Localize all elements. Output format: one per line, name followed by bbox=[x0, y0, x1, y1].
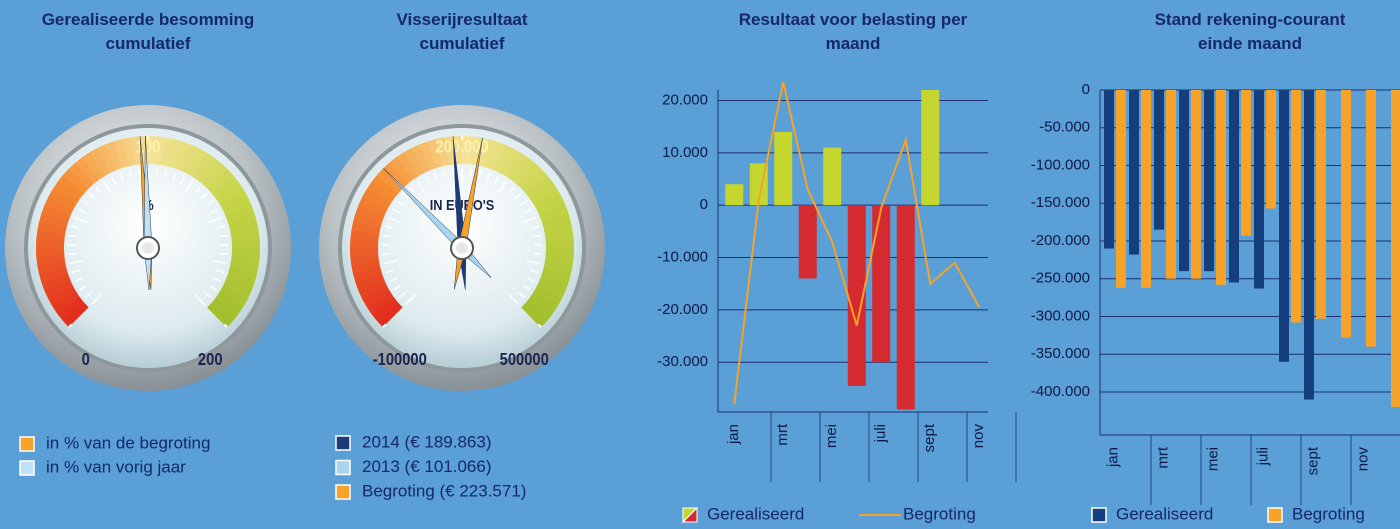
y-tick-label: 0 bbox=[1082, 81, 1090, 98]
legend-swatch bbox=[336, 485, 350, 499]
gauge-scale-mark bbox=[139, 169, 140, 177]
x-tick-label: jan bbox=[725, 424, 742, 445]
legend-label: Begroting bbox=[903, 504, 976, 523]
bar bbox=[1166, 90, 1176, 279]
legend-label: Begroting (€ 223.571) bbox=[362, 481, 526, 500]
y-tick-label: -20.000 bbox=[657, 301, 708, 318]
gauge-tick-label: 500000 bbox=[500, 350, 549, 370]
legend-label: Begroting bbox=[1292, 504, 1365, 523]
y-tick-label: -200.000 bbox=[1031, 232, 1090, 249]
legend-swatch bbox=[336, 461, 350, 475]
x-tick-label: sept bbox=[1304, 446, 1321, 475]
x-tick-label: mrt bbox=[1154, 446, 1171, 468]
gauge-scale-mark bbox=[470, 169, 471, 177]
gauge-scale-mark bbox=[68, 254, 76, 255]
legend-label: Gerealiseerd bbox=[1116, 504, 1213, 523]
legend-swatch bbox=[1268, 508, 1282, 522]
y-tick-label: 20.000 bbox=[662, 91, 708, 108]
y-tick-label: -30.000 bbox=[657, 353, 708, 370]
y-tick-label: -350.000 bbox=[1031, 345, 1090, 362]
bar bbox=[1366, 90, 1376, 347]
y-tick-label: -100.000 bbox=[1031, 156, 1090, 173]
legend-swatch bbox=[336, 436, 350, 450]
dashboard: Gerealiseerde besomming cumulatief Visse… bbox=[0, 0, 1400, 529]
bar bbox=[1179, 90, 1189, 271]
bar bbox=[1291, 90, 1301, 323]
bar bbox=[872, 205, 890, 362]
x-tick-label: sept bbox=[921, 423, 938, 452]
y-tick-label: -150.000 bbox=[1031, 194, 1090, 211]
bar bbox=[1391, 90, 1400, 407]
bar bbox=[1279, 90, 1289, 362]
bar bbox=[1266, 90, 1276, 209]
gauge-scale-mark bbox=[156, 169, 157, 177]
bar bbox=[1116, 90, 1126, 288]
y-tick-label: -400.000 bbox=[1031, 383, 1090, 400]
bar bbox=[1204, 90, 1214, 271]
bar bbox=[1316, 90, 1326, 319]
bar bbox=[1141, 90, 1151, 288]
x-tick-label: mei bbox=[1204, 447, 1221, 471]
gauge-hub-inner bbox=[142, 242, 154, 254]
gauge-scale-mark bbox=[453, 169, 454, 177]
x-tick-label: nov bbox=[1354, 447, 1371, 472]
bar bbox=[1341, 90, 1351, 338]
bar bbox=[1129, 90, 1139, 255]
legend-label: Gerealiseerd bbox=[707, 504, 804, 523]
x-tick-label: nov bbox=[970, 424, 987, 449]
bar bbox=[1229, 90, 1239, 283]
legend-swatch bbox=[20, 437, 34, 451]
bar bbox=[897, 205, 915, 409]
y-tick-label: -50.000 bbox=[1039, 119, 1090, 136]
bar bbox=[774, 132, 792, 205]
bar bbox=[1104, 90, 1114, 249]
bar bbox=[1154, 90, 1164, 230]
y-tick-label: 10.000 bbox=[662, 144, 708, 161]
gauge-tick-label: -100000 bbox=[373, 350, 427, 370]
bar bbox=[921, 90, 939, 205]
gauge-unit: IN EURO'S bbox=[430, 196, 495, 213]
x-tick-label: juli bbox=[1254, 447, 1271, 466]
legend-label: 2013 (€ 101.066) bbox=[362, 457, 492, 476]
y-tick-label: -250.000 bbox=[1031, 270, 1090, 287]
y-tick-label: 0 bbox=[700, 196, 708, 213]
legend-swatch bbox=[1092, 508, 1106, 522]
legend-label: 2014 (€ 189.863) bbox=[362, 432, 492, 451]
bar bbox=[823, 148, 841, 206]
x-tick-label: juli bbox=[872, 424, 889, 443]
charts: 0100200%in % van de begrotingin % van vo… bbox=[0, 0, 1400, 529]
gauge-tick-label: 200 bbox=[198, 350, 223, 370]
x-tick-label: jan bbox=[1104, 447, 1121, 468]
legend-swatch bbox=[20, 461, 34, 475]
gauge-tick-label: 100 bbox=[136, 137, 161, 157]
bar bbox=[1241, 90, 1251, 236]
bar bbox=[1304, 90, 1314, 400]
bar bbox=[725, 184, 743, 205]
y-tick-label: -300.000 bbox=[1031, 307, 1090, 324]
gauge-hub-inner bbox=[456, 242, 468, 254]
gauge-scale-mark bbox=[382, 254, 390, 255]
gauge-tick-label: 0 bbox=[82, 350, 90, 370]
bar bbox=[799, 205, 817, 278]
gauge-scale-mark bbox=[220, 254, 228, 255]
legend-label: in % van vorig jaar bbox=[46, 457, 186, 476]
gauge-scale-mark bbox=[534, 254, 542, 255]
bar bbox=[1216, 90, 1226, 285]
x-tick-label: mei bbox=[823, 424, 840, 448]
bar bbox=[1254, 90, 1264, 289]
legend-label: in % van de begroting bbox=[46, 433, 210, 452]
y-tick-label: -10.000 bbox=[657, 249, 708, 266]
bar bbox=[1191, 90, 1201, 279]
x-tick-label: mrt bbox=[774, 423, 791, 445]
